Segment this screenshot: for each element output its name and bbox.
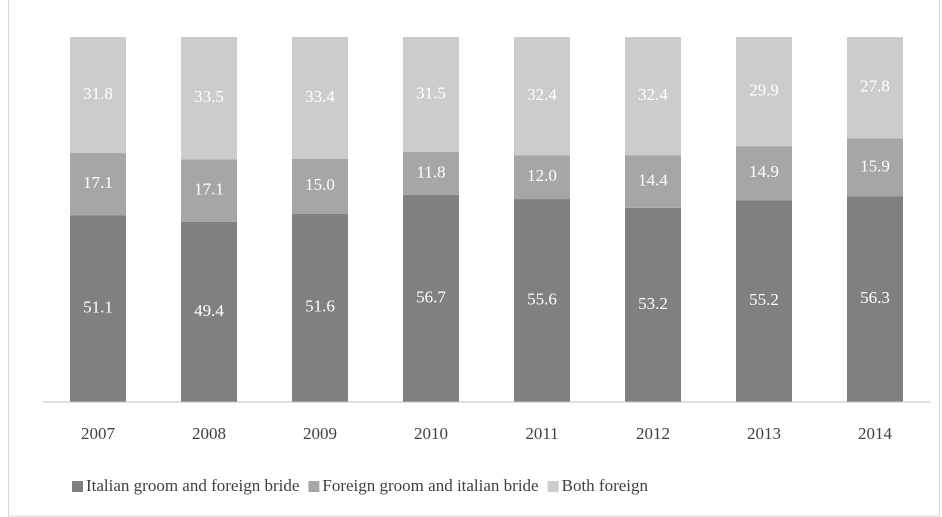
- bar-segment: [736, 146, 792, 201]
- value-label: 12.0: [527, 166, 557, 185]
- legend-label: Both foreign: [562, 476, 649, 495]
- value-label: 11.8: [416, 162, 445, 181]
- value-label: 53.2: [638, 294, 668, 313]
- value-label: 56.3: [860, 288, 890, 307]
- bar-segment: [514, 155, 570, 200]
- legend-swatch: [72, 481, 83, 492]
- legend-swatch: [308, 481, 320, 492]
- bar-segment: [514, 199, 570, 402]
- value-label: 51.1: [83, 298, 113, 317]
- value-label: 15.9: [860, 156, 890, 175]
- bar-segment: [403, 37, 459, 152]
- bar-segment: [292, 158, 348, 214]
- bar-segment: [514, 37, 570, 156]
- bar-segment: [181, 159, 237, 222]
- value-label: 55.2: [749, 290, 779, 309]
- value-label: 51.6: [305, 297, 335, 316]
- bar-segment: [625, 37, 681, 156]
- legend-swatch: [547, 481, 559, 492]
- bar-segment: [292, 213, 348, 402]
- bar-segment: [70, 215, 126, 402]
- bar-segment: [625, 207, 681, 402]
- value-label: 49.4: [194, 301, 224, 320]
- bar-segment: [403, 151, 459, 196]
- bar-segment: [625, 155, 681, 208]
- bar-segment: [847, 196, 903, 402]
- value-label: 14.4: [638, 170, 668, 189]
- value-label: 32.4: [638, 85, 668, 104]
- value-label: 33.5: [194, 87, 224, 106]
- value-label: 56.7: [416, 287, 446, 306]
- legend-label: Foreign groom and italian bride: [322, 476, 538, 495]
- value-label: 31.8: [83, 84, 113, 103]
- x-tick-label: 2011: [525, 424, 558, 443]
- value-label: 27.8: [860, 77, 890, 96]
- legend-label: Italian groom and foreign bride: [86, 476, 299, 495]
- value-label: 15.0: [305, 175, 335, 194]
- x-tick-label: 2010: [414, 424, 448, 443]
- x-tick-label: 2009: [303, 424, 337, 443]
- value-label: 55.6: [527, 289, 557, 308]
- x-tick-label: 2013: [747, 424, 781, 443]
- bar-segment: [847, 37, 903, 139]
- value-label: 29.9: [749, 80, 779, 99]
- bar-segment: [70, 153, 126, 216]
- bar-segment: [736, 200, 792, 402]
- value-label: 17.1: [194, 179, 224, 198]
- x-tick-label: 2007: [81, 424, 116, 443]
- value-label: 33.4: [305, 87, 335, 106]
- bar-segment: [181, 37, 237, 160]
- x-tick-label: 2008: [192, 424, 226, 443]
- value-label: 17.1: [83, 173, 113, 192]
- bar-segment: [70, 37, 126, 154]
- bar-segment: [403, 195, 459, 402]
- x-tick-label: 2012: [636, 424, 670, 443]
- bar-segment: [292, 37, 348, 159]
- value-label: 31.5: [416, 83, 446, 102]
- value-label: 32.4: [527, 85, 557, 104]
- bar-segment: [181, 221, 237, 402]
- chart-frame: [8, 0, 940, 517]
- bar-segment: [736, 37, 792, 147]
- value-label: 14.9: [749, 162, 779, 181]
- x-tick-label: 2014: [858, 424, 893, 443]
- bar-segment: [847, 138, 903, 197]
